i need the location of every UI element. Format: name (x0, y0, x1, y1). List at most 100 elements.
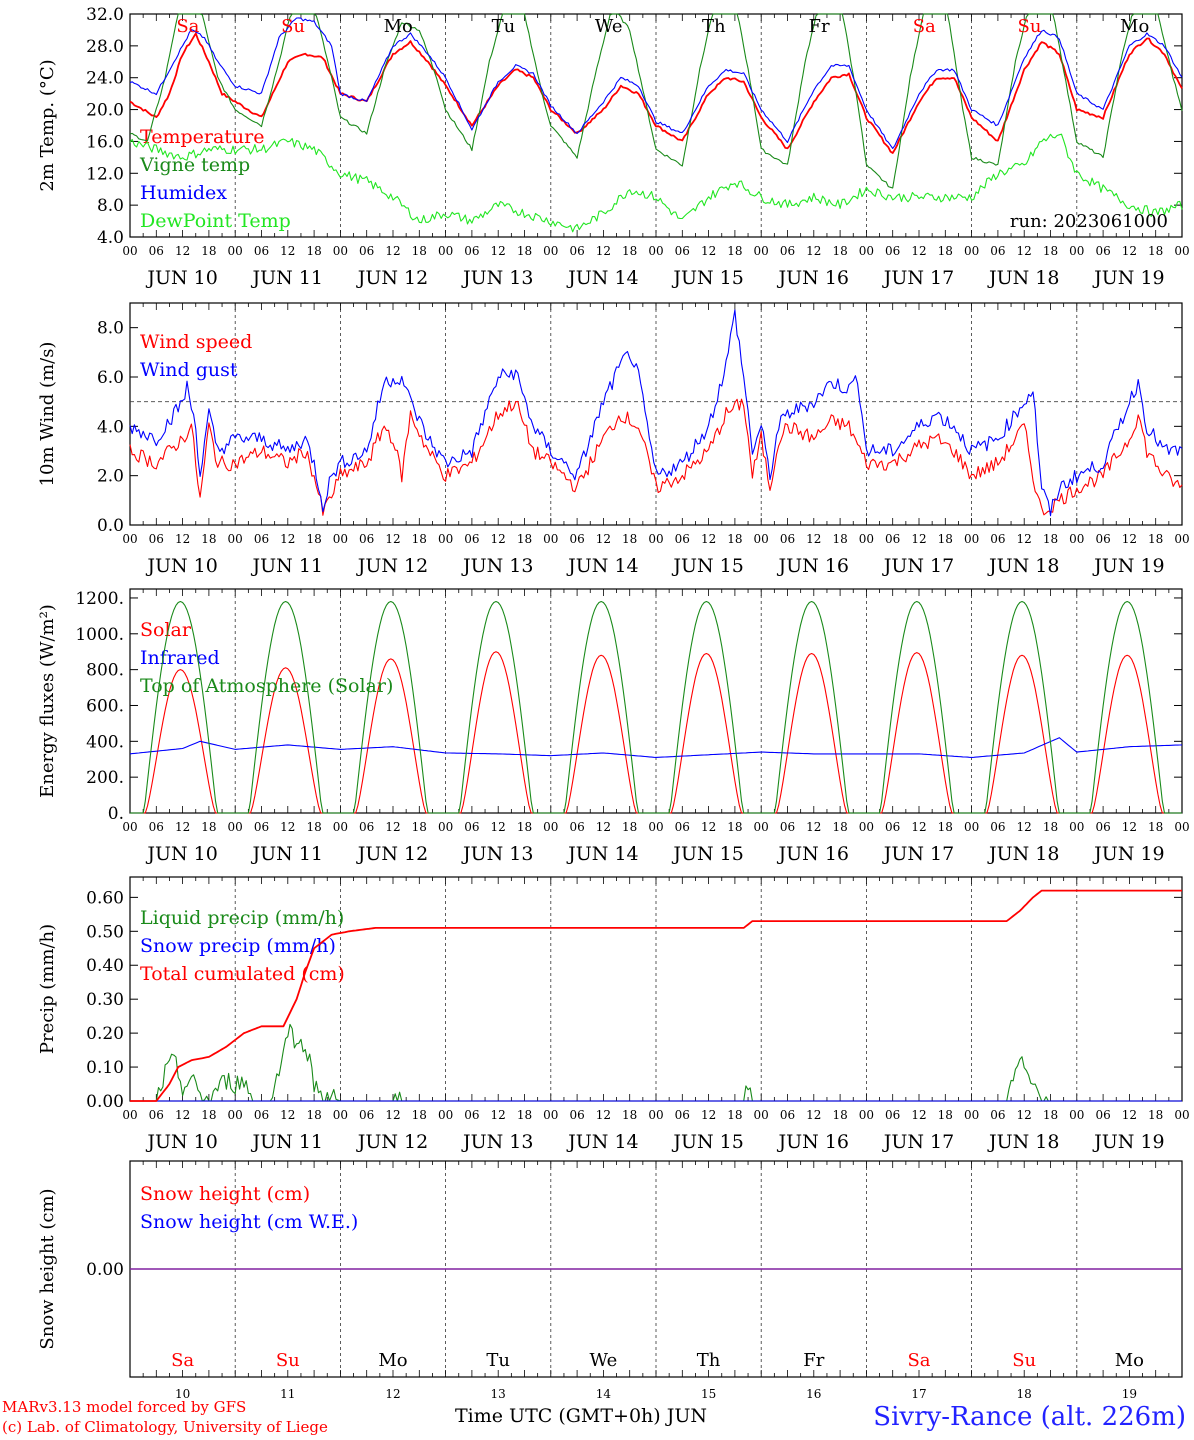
hour-label: 18 (517, 244, 532, 258)
hour-label: 12 (385, 532, 400, 546)
hour-label: 06 (254, 244, 269, 258)
hour-label: 18 (622, 244, 637, 258)
date-label: JUN 12 (356, 267, 428, 289)
hour-label: 18 (938, 244, 953, 258)
hour-label: 18 (306, 532, 321, 546)
hour-label: 06 (780, 820, 795, 834)
date-label: JUN 18 (987, 843, 1059, 865)
y-tick-label: 0.00 (86, 1260, 124, 1280)
weekday-label: Th (702, 16, 726, 37)
y-tick-label: 400. (86, 732, 124, 752)
weekday-label: Tu (486, 1350, 510, 1371)
series-line-wind-speed (129, 398, 1183, 516)
legend-entry: Top of Atmosphere (Solar) (140, 675, 393, 697)
weekday-label: Su (1012, 1350, 1036, 1371)
hour-label: 18 (412, 820, 427, 834)
hour-label: 00 (964, 532, 979, 546)
hour-label: 12 (911, 244, 926, 258)
hour-label: 00 (1174, 244, 1189, 258)
y-tick-label: 600. (86, 696, 124, 716)
legend-entry: Vigne temp (139, 154, 250, 176)
date-label: JUN 13 (461, 267, 533, 289)
date-label: JUN 18 (987, 267, 1059, 289)
hour-label: 12 (911, 1108, 926, 1122)
day-number-label: 19 (1122, 1387, 1137, 1401)
y-tick-label: 4.0 (97, 417, 124, 437)
hour-label: 00 (1069, 532, 1084, 546)
legend-entry: Humidex (140, 182, 227, 204)
hour-label: 06 (254, 532, 269, 546)
hour-label: 18 (1148, 532, 1163, 546)
hour-label: 06 (149, 532, 164, 546)
hour-label: 18 (201, 244, 216, 258)
hour-label: 06 (569, 820, 584, 834)
legend-entry: DewPoint Temp (140, 210, 291, 232)
hour-label: 00 (543, 244, 558, 258)
y-axis-title: 2m Temp. (°C) (37, 59, 58, 191)
weekday-label: We (590, 1350, 618, 1371)
hour-label: 00 (859, 244, 874, 258)
weekday-label: Su (1017, 16, 1041, 37)
hour-label: 18 (727, 532, 742, 546)
hour-label: 06 (464, 244, 479, 258)
legend-entry: Snow height (cm W.E.) (140, 1211, 358, 1233)
weekday-label: Mo (1115, 1350, 1144, 1371)
day-number-label: 11 (280, 1387, 295, 1401)
hour-label: 00 (333, 1108, 348, 1122)
legend-entry: Infrared (140, 647, 220, 669)
hour-label: 18 (517, 1108, 532, 1122)
date-label: JUN 18 (987, 555, 1059, 577)
hour-label: 06 (359, 244, 374, 258)
weekday-label: Sa (913, 16, 936, 37)
hour-label: 00 (964, 1108, 979, 1122)
weekday-label: Fr (809, 16, 830, 37)
day-number-label: 14 (596, 1387, 612, 1401)
hour-label: 00 (859, 532, 874, 546)
hour-label: 12 (701, 820, 716, 834)
hour-label: 00 (1174, 1108, 1189, 1122)
hour-label: 18 (306, 244, 321, 258)
hour-label: 00 (438, 532, 453, 546)
series-line-dewpoint-temp (129, 133, 1183, 233)
hour-label: 18 (201, 820, 216, 834)
date-label: JUN 13 (461, 843, 533, 865)
hour-label: 18 (832, 1108, 847, 1122)
weekday-label: Su (276, 1350, 300, 1371)
hour-label: 12 (175, 820, 190, 834)
hour-label: 12 (1017, 532, 1032, 546)
hour-label: 06 (464, 532, 479, 546)
hour-label: 18 (622, 532, 637, 546)
day-number-label: 17 (911, 1387, 926, 1401)
y-tick-label: 32.0 (86, 5, 124, 25)
y-tick-label: 200. (86, 768, 124, 788)
hour-label: 18 (1148, 1108, 1163, 1122)
hour-label: 00 (1069, 1108, 1084, 1122)
weekday-label: Tu (492, 16, 516, 37)
day-number-label: 10 (175, 1387, 190, 1401)
hour-label: 00 (438, 1108, 453, 1122)
hour-label: 00 (1174, 820, 1189, 834)
panel-4: 0.00 0.10 0.20 0.30 0.40 0.50 0.60 Precip (mm/h… (37, 876, 1190, 1153)
day-number-label: 12 (385, 1387, 400, 1401)
hour-label: 12 (1122, 1108, 1137, 1122)
hour-label: 06 (780, 244, 795, 258)
hour-label: 00 (543, 1108, 558, 1122)
hour-label: 18 (412, 244, 427, 258)
hour-label: 18 (1148, 244, 1163, 258)
hour-label: 18 (517, 820, 532, 834)
hour-label: 12 (1122, 820, 1137, 834)
hour-label: 12 (806, 532, 821, 546)
hour-label: 06 (569, 244, 584, 258)
hour-label: 18 (201, 1108, 216, 1122)
date-label: JUN 13 (461, 555, 533, 577)
hour-label: 12 (1017, 244, 1032, 258)
hour-label: 00 (543, 532, 558, 546)
legend-entry: Total cumulated (cm) (140, 963, 345, 985)
hour-label: 18 (201, 532, 216, 546)
hour-label: 00 (648, 532, 663, 546)
y-axis-title: 10m Wind (m/s) (37, 342, 58, 487)
x-axis-title: Time UTC (GMT+0h) JUN (455, 1405, 707, 1427)
date-label: JUN 17 (882, 1131, 954, 1153)
date-label: JUN 11 (251, 843, 323, 865)
hour-label: 00 (1069, 820, 1084, 834)
